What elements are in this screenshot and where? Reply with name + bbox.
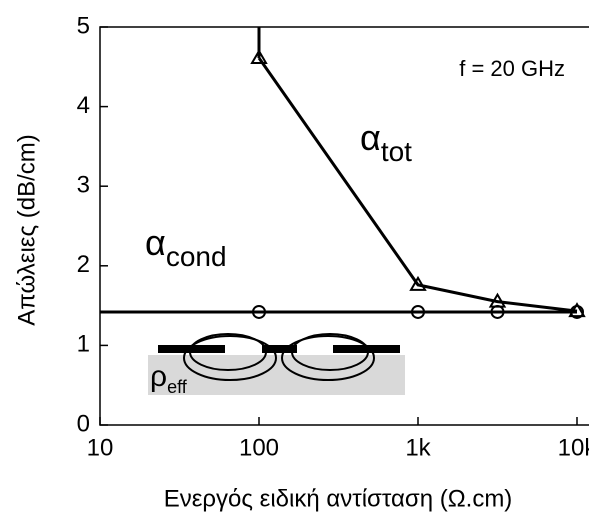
svg-text:αtot: αtot: [360, 117, 412, 168]
inset-subscript: eff: [167, 377, 188, 397]
y-tick-label: 0: [77, 410, 90, 437]
marker: [409, 275, 427, 291]
x-tick-label: 100: [239, 434, 279, 461]
y-tick-label: 1: [77, 331, 90, 358]
series-label: α: [145, 222, 166, 263]
marker: [250, 49, 268, 65]
y-tick-label: 3: [77, 172, 90, 199]
x-axis-label: Ενεργός ειδική αντίσταση (Ω.cm): [164, 485, 513, 512]
y-tick-label: 5: [77, 12, 90, 39]
inset-diagram: ρeff: [148, 333, 405, 397]
series-label-subscript: cond: [166, 241, 227, 272]
y-tick-label: 4: [77, 92, 90, 119]
axis-frame: [99, 26, 589, 426]
marker: [411, 304, 425, 319]
svg-text:ρeff: ρeff: [150, 360, 188, 397]
marker: [568, 302, 586, 318]
x-tick-label: 10: [87, 434, 114, 461]
annotation: f = 20 GHz: [459, 56, 565, 81]
series-line: [257, 57, 578, 313]
inset-symbol: ρ: [150, 360, 167, 393]
x-tick-label: 1k: [405, 434, 431, 461]
marker: [252, 304, 266, 319]
y-tick-label: 2: [77, 251, 90, 278]
svg-text:αcond: αcond: [145, 222, 227, 273]
x-tick-label: 10k: [558, 434, 589, 461]
marker: [570, 304, 584, 319]
series-label-subscript: tot: [381, 136, 412, 167]
y-axis-label: Απώλειες (dB/cm): [13, 134, 40, 325]
series-label: α: [360, 117, 381, 158]
marker: [490, 304, 505, 319]
